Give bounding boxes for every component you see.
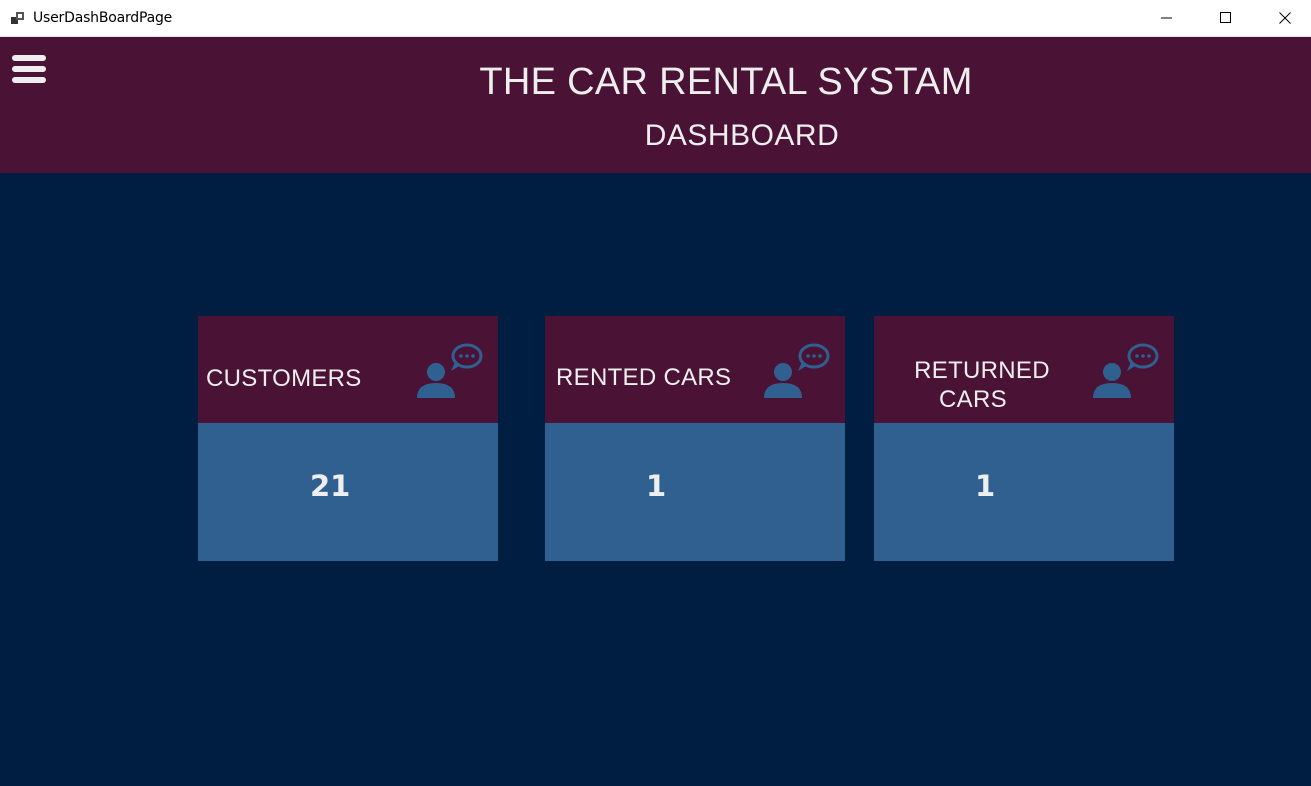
minimize-icon [1161,17,1172,19]
returned-cars-count: 1 [975,469,996,503]
card-label-line: RETURNED [914,357,1050,384]
close-icon [1279,12,1291,24]
user-chat-icon [1093,343,1159,398]
rented-cars-count: 1 [646,469,667,503]
window-title: UserDashBoardPage [33,10,173,26]
card-body: 1 [874,423,1174,561]
card-label: RETURNED CARS [874,356,1090,414]
minimize-button[interactable] [1138,0,1196,36]
card-body: 21 [198,423,498,561]
customers-count: 21 [310,469,351,503]
user-chat-icon [417,343,483,398]
app-icon [11,12,24,24]
page-title: DASHBOARD [644,119,840,152]
customers-card: CUSTOMERS 21 [198,316,498,561]
close-button[interactable] [1256,0,1311,36]
returned-cars-card: RETURNED CARS 1 [874,316,1174,561]
window-titlebar: UserDashBoardPage [0,0,1311,37]
hamburger-menu-icon[interactable] [12,53,46,85]
card-body: 1 [545,423,845,561]
app-header: THE CAR RENTAL SYSTAM DASHBOARD [0,37,1311,173]
rented-cars-card: RENTED CARS 1 [545,316,845,561]
card-label-line: CARS [939,386,1007,413]
user-chat-icon [764,343,830,398]
card-header: CUSTOMERS [198,316,498,423]
card-label: CUSTOMERS [206,365,362,392]
card-label: RENTED CARS [556,364,732,391]
card-header: RENTED CARS [545,316,845,423]
maximize-button[interactable] [1197,0,1255,36]
app-title: THE CAR RENTAL SYSTAM [479,61,973,103]
maximize-icon [1220,12,1231,23]
card-header: RETURNED CARS [874,316,1174,423]
